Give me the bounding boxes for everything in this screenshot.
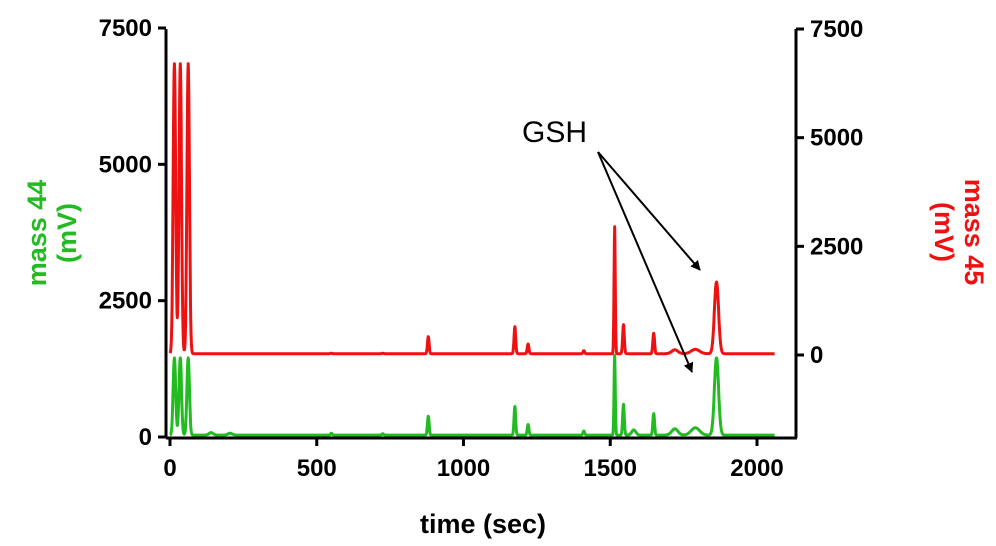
right-axis-title-line-1: mass 45 bbox=[959, 179, 989, 286]
mass-44-series-line bbox=[168, 353, 776, 437]
gsh-arrow-mass-44 bbox=[597, 151, 694, 373]
right-y-tick-label: 7500 bbox=[810, 16, 863, 43]
right-axis-title: mass 45 (mV) bbox=[929, 179, 989, 286]
left-y-tick-label: 7500 bbox=[99, 15, 152, 42]
plot-lines bbox=[168, 62, 776, 437]
left-axis-title-line-2: (mV) bbox=[52, 203, 82, 263]
x-tick-label: 2000 bbox=[730, 455, 783, 482]
right-y-tick-label: 0 bbox=[810, 342, 823, 369]
right-y-tick-label: 2500 bbox=[810, 233, 863, 260]
left-axis-title: mass 44 (mV) bbox=[22, 180, 82, 287]
right-axis-title-line-2: (mV) bbox=[929, 202, 959, 262]
ticks: 0 500 1000 1500 2000 0 2500 5000 7500 0 2500 5000 75… bbox=[99, 15, 864, 482]
right-y-tick-label: 5000 bbox=[810, 125, 863, 152]
x-tick-label: 1500 bbox=[584, 455, 637, 482]
x-tick-label: 1000 bbox=[437, 455, 490, 482]
left-y-tick-label: 5000 bbox=[99, 151, 152, 178]
mass-45-series-line bbox=[168, 62, 776, 356]
left-axis-title-line-1: mass 44 bbox=[22, 180, 52, 287]
x-tick-label: 0 bbox=[163, 455, 176, 482]
x-tick-label: 500 bbox=[297, 455, 337, 482]
left-y-tick-label: 2500 bbox=[99, 288, 152, 315]
gsh-arrow-mass-45 bbox=[597, 151, 701, 271]
left-y-tick-label: 0 bbox=[139, 424, 152, 451]
x-axis-title: time (sec) bbox=[420, 509, 546, 539]
gsh-annotation-label: GSH bbox=[522, 116, 587, 149]
